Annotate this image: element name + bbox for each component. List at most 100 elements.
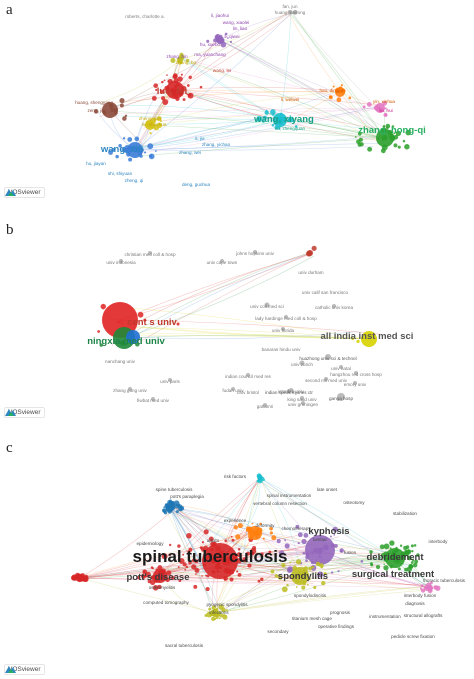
hub-node[interactable]	[126, 330, 140, 344]
network-node[interactable]	[180, 54, 183, 57]
network-node[interactable]	[208, 536, 214, 542]
network-node[interactable]	[259, 522, 262, 526]
network-node[interactable]	[399, 544, 403, 547]
network-node[interactable]	[301, 585, 306, 590]
node-label[interactable]: wang, zili	[100, 144, 143, 155]
network-node[interactable]	[269, 526, 273, 531]
network-node[interactable]	[389, 540, 395, 546]
network-node[interactable]	[356, 339, 360, 344]
network-node[interactable]	[134, 136, 140, 142]
network-node[interactable]	[301, 538, 307, 545]
node-label[interactable]: spinal tuberculosis	[133, 547, 288, 566]
network-node[interactable]	[194, 567, 200, 573]
network-node[interactable]	[224, 32, 228, 36]
hub-node[interactable]	[361, 331, 377, 347]
network-node[interactable]	[305, 559, 308, 563]
node-label[interactable]: yin, xinhua	[373, 99, 395, 104]
network-node[interactable]	[229, 577, 234, 582]
network-node[interactable]	[218, 614, 221, 616]
network-node[interactable]	[213, 617, 217, 621]
network-node[interactable]	[199, 546, 203, 550]
network-node[interactable]	[278, 127, 281, 130]
node-label[interactable]: chemotherapy	[281, 526, 311, 531]
network-node[interactable]	[287, 389, 291, 393]
network-node[interactable]	[176, 322, 180, 326]
network-node[interactable]	[317, 571, 324, 578]
hub-node[interactable]	[288, 10, 292, 14]
network-node[interactable]	[333, 534, 336, 536]
network-node[interactable]	[143, 318, 147, 322]
network-node[interactable]	[246, 373, 250, 377]
node-label[interactable]: liu, hui	[379, 108, 392, 113]
node-label[interactable]: osteotomy	[343, 500, 365, 505]
network-node[interactable]	[378, 556, 381, 559]
node-label[interactable]: univ paris	[160, 379, 180, 384]
node-label[interactable]: osteomyelitis	[149, 585, 176, 590]
network-node[interactable]	[295, 586, 298, 588]
node-label[interactable]: zhang gung univ	[113, 388, 147, 393]
node-label[interactable]: instrumentation	[369, 614, 401, 619]
node-label[interactable]: pedicle screw fixation	[391, 634, 435, 639]
network-node[interactable]	[188, 547, 193, 552]
node-label[interactable]: huang, dairong	[275, 10, 306, 15]
network-node[interactable]	[242, 557, 248, 563]
node-label[interactable]: diagnosis	[405, 601, 425, 606]
network-node[interactable]	[332, 85, 335, 88]
network-node[interactable]	[270, 109, 276, 115]
network-node[interactable]	[201, 541, 205, 544]
network-node[interactable]	[252, 546, 257, 551]
network-node[interactable]	[149, 132, 152, 135]
network-node[interactable]	[269, 531, 273, 535]
network-node[interactable]	[406, 566, 412, 572]
network-node[interactable]	[435, 585, 441, 591]
network-node[interactable]	[180, 73, 183, 76]
node-label[interactable]: cent s univ	[127, 317, 177, 328]
network-node[interactable]	[325, 354, 331, 360]
network-node[interactable]	[270, 569, 275, 574]
network-node[interactable]	[278, 575, 283, 580]
network-node[interactable]	[319, 563, 324, 568]
hub-node[interactable]	[145, 120, 155, 130]
node-label[interactable]: fiwbat med univ	[137, 398, 170, 403]
network-node[interactable]	[128, 157, 133, 162]
network-node[interactable]	[337, 570, 340, 573]
network-node[interactable]	[284, 539, 287, 542]
network-node[interactable]	[170, 576, 175, 580]
network-node[interactable]	[195, 573, 197, 575]
network-node[interactable]	[251, 522, 254, 525]
network-node[interactable]	[281, 586, 288, 593]
network-node[interactable]	[175, 510, 179, 514]
network-node[interactable]	[185, 565, 188, 569]
network-node[interactable]	[367, 146, 373, 152]
network-node[interactable]	[184, 568, 187, 571]
network-node[interactable]	[271, 123, 275, 127]
network-node[interactable]	[188, 75, 192, 79]
network-node[interactable]	[262, 119, 265, 123]
node-label[interactable]: fudan univ	[222, 388, 244, 393]
network-node[interactable]	[408, 129, 411, 132]
node-label[interactable]: spinal instrumentation	[267, 493, 312, 498]
node-label[interactable]: sacral tuberculosis	[165, 643, 204, 648]
network-node[interactable]	[225, 609, 228, 612]
network-node[interactable]	[165, 570, 172, 576]
network-node[interactable]	[393, 134, 399, 140]
network-node[interactable]	[72, 575, 76, 580]
node-label[interactable]: univ calif san francisco	[302, 290, 349, 295]
network-node[interactable]	[122, 137, 126, 140]
network-node[interactable]	[380, 148, 386, 154]
network-node[interactable]	[360, 560, 364, 563]
network-node[interactable]	[274, 574, 279, 578]
network-node[interactable]	[264, 302, 270, 308]
node-label[interactable]: stabilization	[393, 511, 417, 516]
network-node[interactable]	[337, 393, 345, 401]
node-label[interactable]: gattamri	[257, 404, 274, 409]
network-node[interactable]	[281, 562, 286, 568]
network-node[interactable]	[191, 564, 197, 570]
network-node[interactable]	[153, 83, 159, 88]
network-node[interactable]	[127, 137, 133, 142]
network-node[interactable]	[253, 250, 257, 254]
network-node[interactable]	[182, 98, 186, 101]
network-node[interactable]	[247, 563, 252, 568]
hub-node[interactable]	[335, 87, 345, 97]
network-node[interactable]	[157, 565, 163, 571]
